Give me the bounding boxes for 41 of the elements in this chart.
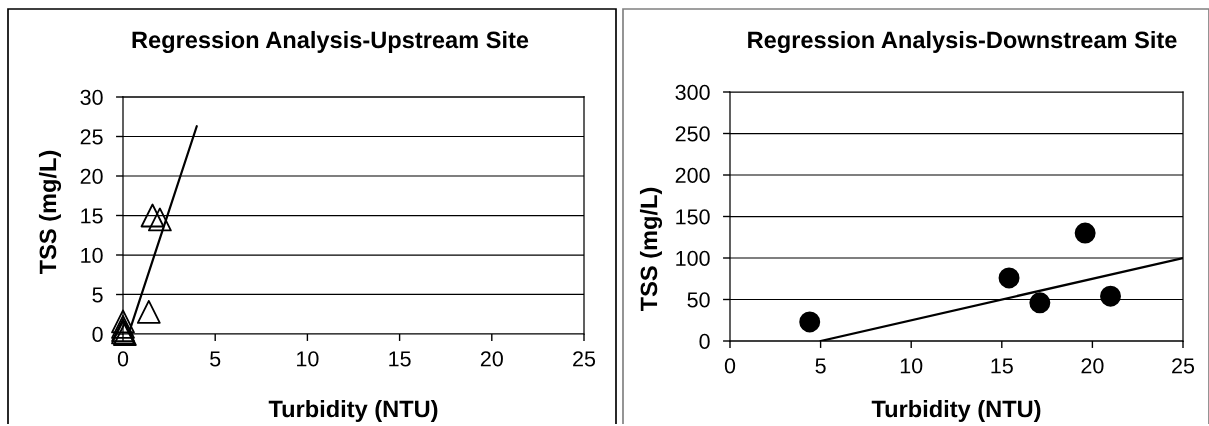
x-tick-label: 25 [1172, 358, 1195, 374]
point [1029, 292, 1051, 314]
y-tick-label: 50 [687, 292, 710, 308]
point [111, 309, 135, 334]
y-tick-label: 150 [676, 209, 710, 225]
y-tick-label: 25 [80, 129, 103, 145]
y-axis-title: TSS (mg/L) [38, 150, 62, 275]
y-tick-label: 250 [675, 126, 710, 142]
y-tick-label: 200 [675, 167, 710, 184]
point [998, 267, 1020, 289]
point [147, 207, 172, 232]
x-tick-label: 5 [210, 351, 221, 367]
y-tick-label: 100 [676, 250, 710, 267]
x-tick-label: 15 [991, 358, 1013, 374]
point [1100, 285, 1121, 307]
x-tick-label: 20 [1081, 358, 1104, 374]
x-axis-title: Turbidity (NTU) [268, 399, 438, 423]
x-axis-title: Turbidity (NTU) [871, 399, 1041, 423]
y-tick-label: 0 [699, 333, 710, 350]
x-tick-label: 5 [815, 358, 826, 374]
y-tick-label: 300 [675, 84, 710, 101]
y-tick-label: 30 [80, 89, 103, 106]
x-tick-label: 20 [480, 351, 503, 367]
x-tick-label: 10 [297, 351, 319, 367]
y-tick-label: 10 [81, 247, 103, 264]
chart-title: Regression Analysis-Downstream Site [748, 30, 1177, 54]
x-tick-label: 0 [724, 358, 736, 374]
x-tick-label: 25 [573, 351, 596, 367]
x-tick-label: 0 [117, 351, 129, 367]
point [136, 299, 161, 324]
point [1074, 222, 1096, 244]
x-tick-label: 10 [900, 358, 923, 374]
y-axis-title: TSS (mg/L) [639, 187, 663, 312]
point [140, 203, 165, 228]
point [799, 311, 821, 333]
chart-title: Regression Analysis-Upstream Site [132, 30, 529, 54]
y-tick-label: 5 [92, 287, 103, 303]
y-tick-label: 15 [81, 208, 103, 224]
x-tick-label: 15 [389, 351, 411, 367]
y-tick-label: 20 [80, 168, 103, 185]
y-tick-label: 0 [92, 326, 103, 343]
